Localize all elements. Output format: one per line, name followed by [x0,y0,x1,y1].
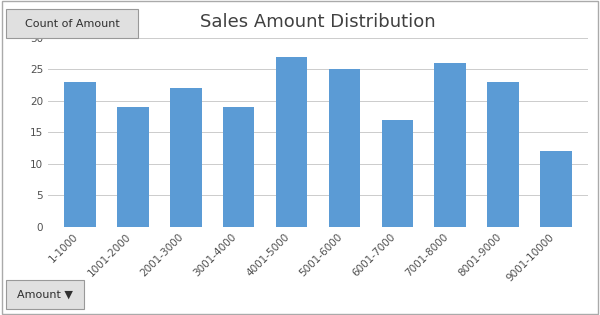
Bar [434,63,466,227]
Bar [541,151,572,227]
Bar [487,82,519,227]
Text: Count of Amount: Count of Amount [25,19,119,29]
Bar [64,82,95,227]
Bar [223,107,254,227]
Bar [170,88,202,227]
Bar [329,69,361,227]
Bar [382,120,413,227]
Bar [275,57,307,227]
Text: Amount ▼: Amount ▼ [17,289,73,300]
Bar [117,107,149,227]
Title: Sales Amount Distribution: Sales Amount Distribution [200,13,436,31]
